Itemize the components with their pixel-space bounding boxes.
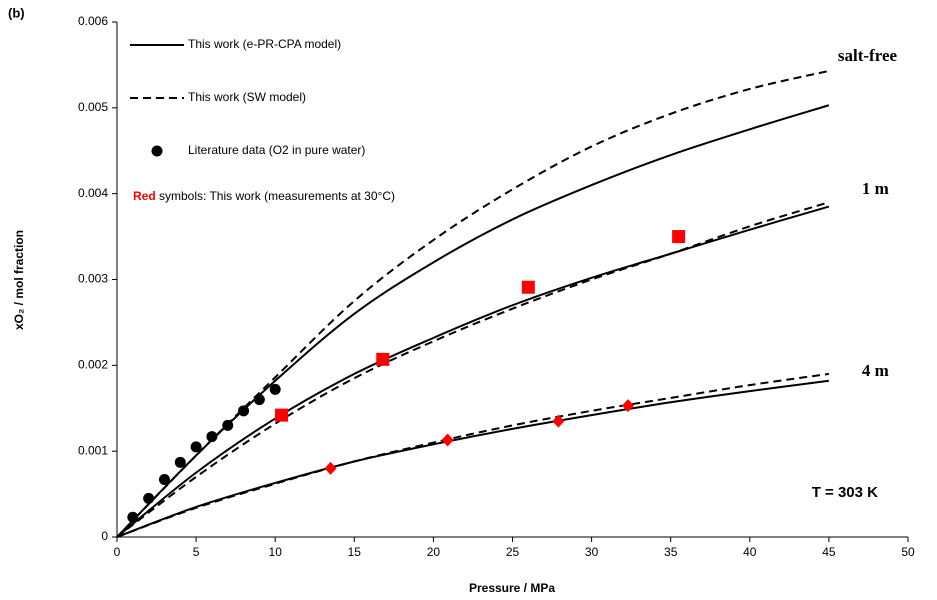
measurement-diamond [621, 399, 634, 413]
curve-label: 1 m [862, 179, 889, 198]
x-tick-label: 10 [269, 545, 283, 559]
x-tick-label: 20 [427, 545, 441, 559]
measurement-square [275, 408, 289, 422]
x-tick-label: 30 [585, 545, 599, 559]
x-tick-label: 35 [664, 545, 678, 559]
legend-label: This work (SW model) [188, 90, 306, 104]
measurement-square [672, 230, 686, 244]
y-tick-label: 0.003 [78, 272, 108, 286]
literature-point [253, 394, 265, 406]
x-tick-label: 0 [114, 545, 121, 559]
x-tick-label: 45 [822, 545, 836, 559]
measurement-diamond [324, 461, 337, 475]
note-highlight: Red [133, 189, 156, 203]
measurement-square [376, 352, 390, 366]
legend-label: This work (e-PR-CPA model) [188, 37, 341, 51]
x-tick-label: 40 [743, 545, 757, 559]
literature-point [238, 405, 250, 417]
y-tick-label: 0.005 [78, 100, 108, 114]
x-tick-label: 15 [348, 545, 362, 559]
literature-point [222, 419, 234, 431]
measurement-diamond [552, 414, 565, 428]
legend-marker [151, 145, 163, 157]
literature-point [158, 473, 170, 485]
panel-label: (b) [8, 5, 25, 20]
note-text: symbols: This work (measurements at 30°C… [156, 189, 395, 203]
y-tick-label: 0.004 [78, 186, 108, 200]
literature-point [206, 431, 218, 443]
solid-curve [116, 205, 830, 538]
dashed-curve [116, 69, 830, 538]
measurement-diamond [441, 433, 454, 447]
literature-point [143, 492, 155, 504]
temperature-annotation: T = 303 K [812, 484, 878, 501]
x-axis-title: Pressure / MPa [469, 581, 555, 595]
dashed-curve [116, 201, 830, 538]
solid-curve [116, 379, 830, 538]
dashed-curve [116, 372, 830, 538]
y-axis-title: xO₂ / mol fraction [12, 230, 26, 330]
literature-point [127, 511, 139, 523]
curve-label: salt-free [838, 46, 898, 65]
literature-point [190, 441, 202, 453]
curve-label: 4 m [862, 361, 889, 380]
x-tick-label: 50 [901, 545, 915, 559]
x-tick-label: 5 [193, 545, 200, 559]
literature-point [269, 383, 281, 395]
measurement-square [521, 280, 535, 294]
y-tick-label: 0.006 [78, 14, 108, 28]
x-tick-label: 25 [506, 545, 520, 559]
literature-point [174, 456, 186, 468]
y-tick-label: 0 [101, 529, 108, 543]
legend-label: Literature data (O2 in pure water) [188, 143, 365, 157]
legend-note: Red symbols: This work (measurements at … [133, 189, 395, 203]
y-tick-label: 0.001 [78, 443, 108, 457]
y-tick-label: 0.002 [78, 358, 108, 372]
